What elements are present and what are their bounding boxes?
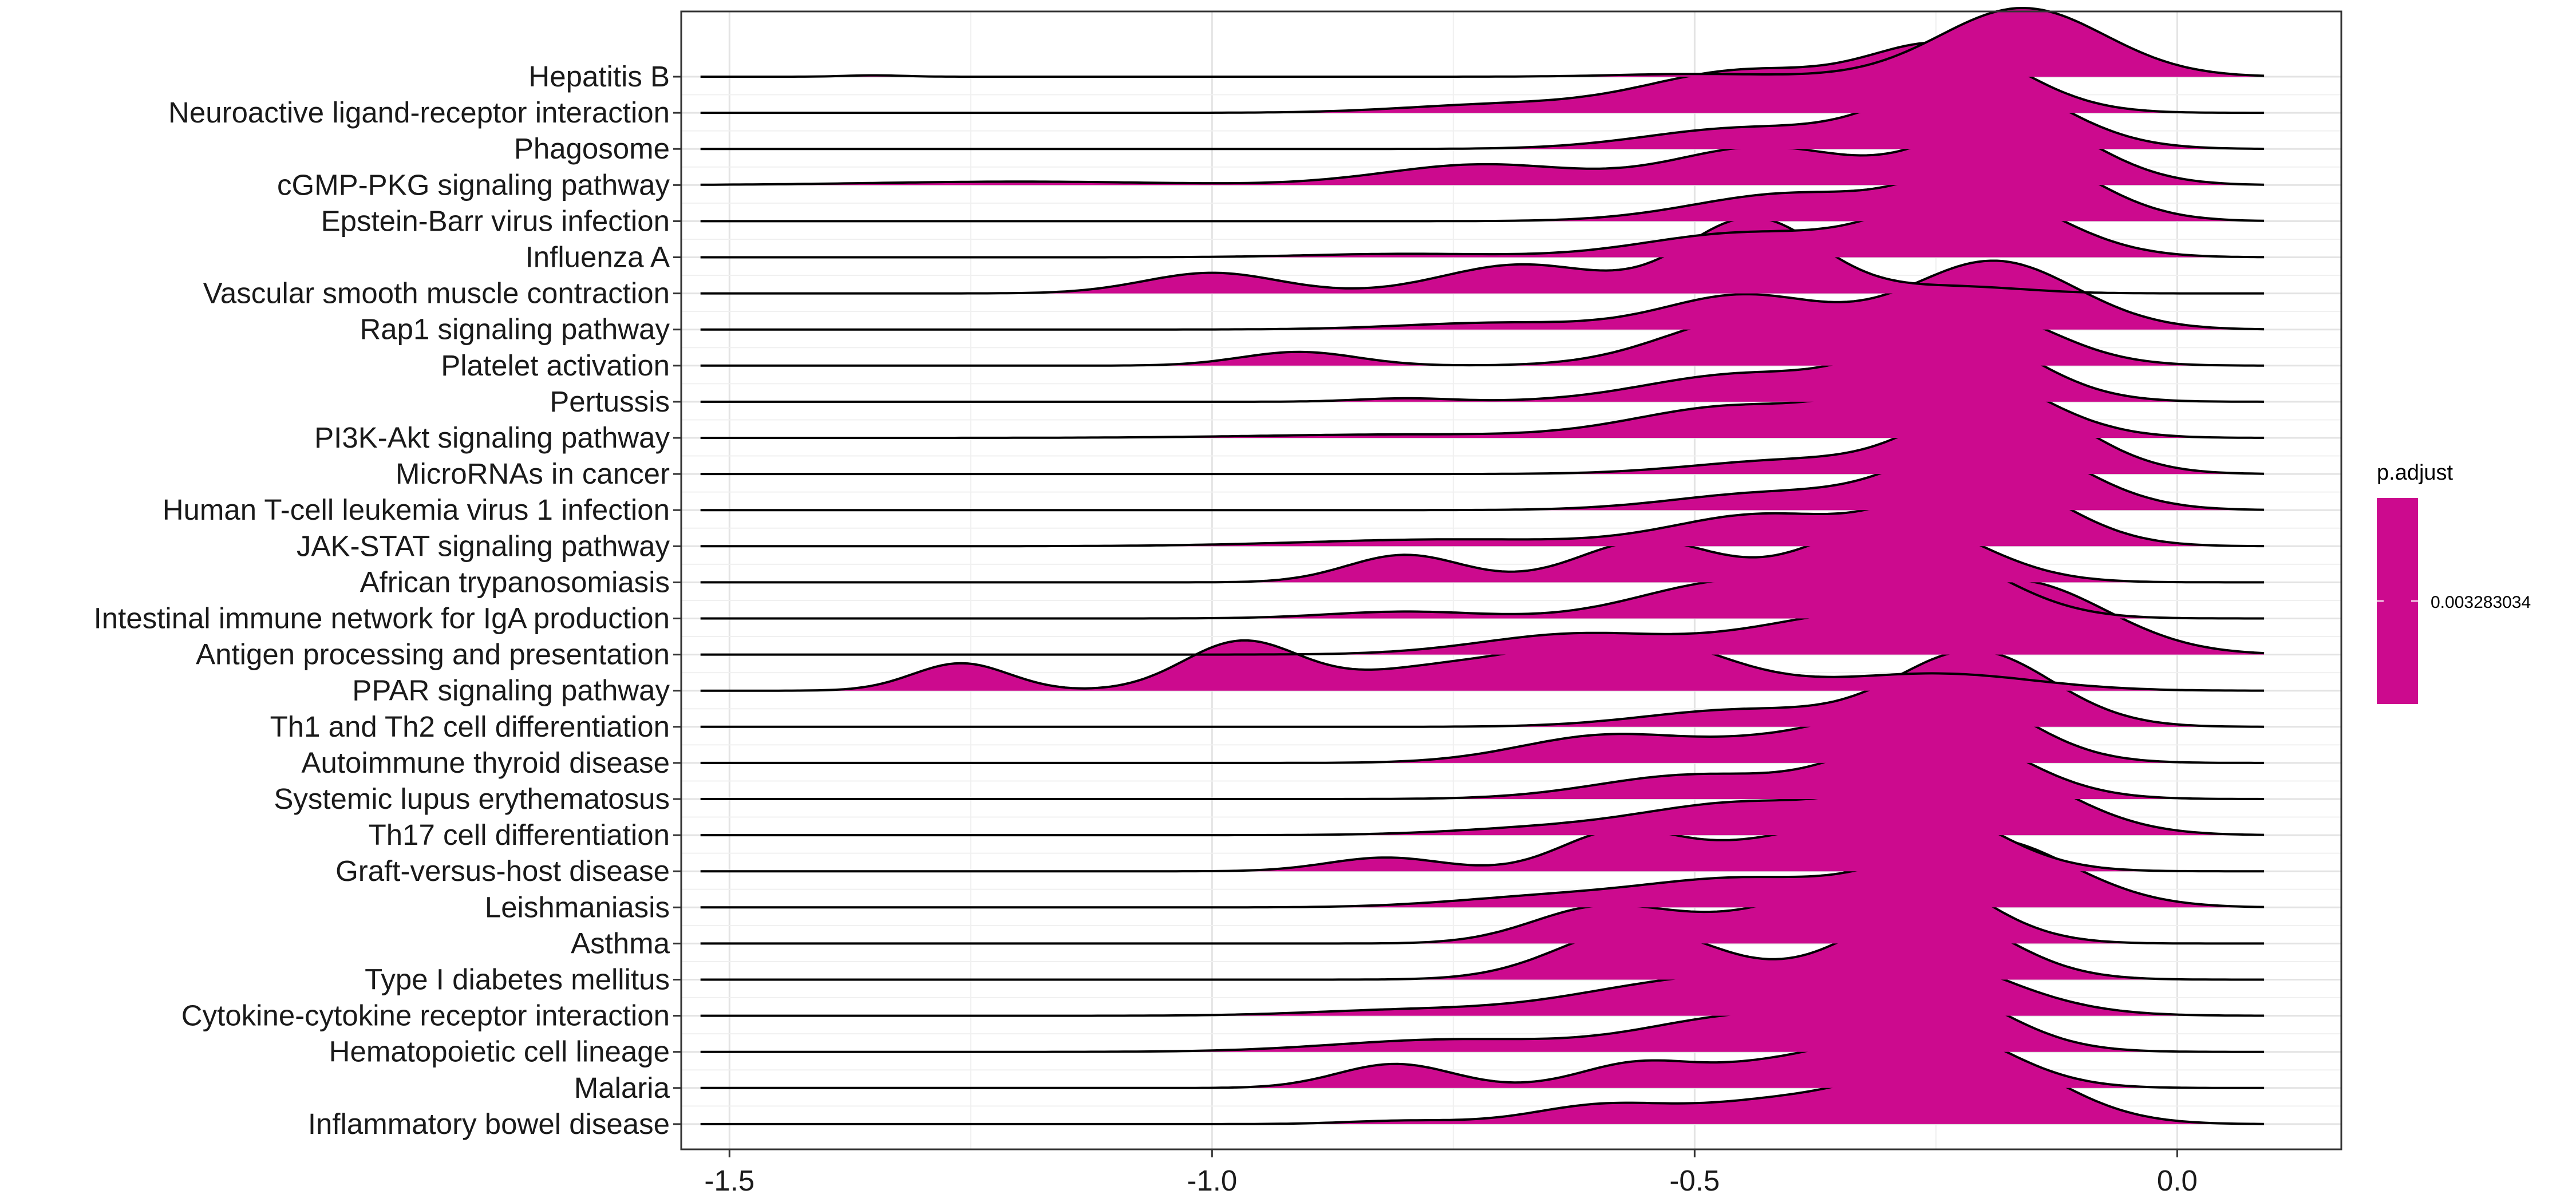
ridge-fill [700,191,2265,258]
y-tick-label: Rap1 signaling pathway [359,313,670,346]
y-tick-label: Asthma [571,927,670,959]
ridge-outline [700,7,2265,78]
ridge-fill [700,1051,2265,1124]
ridge-fill [700,309,2265,366]
legend-title: p.adjust [2377,461,2453,485]
y-tick-label: Antigen processing and presentation [196,638,670,671]
ridge-fill [700,437,2265,511]
y-tick-label: Th1 and Th2 cell differentiation [270,710,670,743]
ridge-outline [700,649,2265,728]
ridge-fill [700,150,2265,222]
ridges [700,7,2265,1125]
y-tick-label: Neuroactive ligand-receptor interaction [168,96,670,129]
y-tick-label: MicroRNAs in cancer [396,457,670,490]
ridge-outline [700,519,2265,584]
ridge [700,259,2265,331]
y-tick-label: Vascular smooth muscle contraction [203,277,670,310]
legend: p.adjust 0.003283034 [2377,461,2531,704]
y-tick-label: PPAR signaling pathway [352,674,670,707]
x-axis: -1.5 -1.0 -0.5 0.0 [704,1149,2198,1197]
y-tick-label: Leishmaniasis [485,891,670,923]
ridge-fill [700,650,2265,727]
x-tick-label: -1.0 [1187,1164,1237,1197]
ridge-fill [700,837,2265,908]
y-tick-label: PI3K-Akt signaling pathway [314,421,670,454]
ridge-fill [700,330,2265,402]
ridge-outline [700,633,2265,692]
y-tick-label: Th17 cell differentiation [369,819,670,851]
ridge-outline [700,860,2265,945]
y-tick-label: Platelet activation [441,349,670,382]
y-tick-label: cGMP-PKG signaling pathway [277,168,670,201]
y-tick-label: JAK-STAT signaling pathway [297,529,670,562]
ridge-fill [700,476,2265,547]
y-tick-label: Autoimmune thyroid disease [301,746,670,779]
y-tick-label: Cytokine-cytokine receptor interaction [181,999,670,1032]
y-tick-label: Epstein-Barr virus infection [321,204,670,237]
y-tick-label: Pertussis [550,385,670,418]
ridge-outline [700,216,2265,295]
panel-border [680,10,2342,1150]
legend-label: 0.003283034 [2431,593,2531,612]
ridge-fill [700,218,2265,294]
ridge-outline [700,259,2265,331]
y-tick-label: Hepatitis B [528,60,670,93]
y-tick-label: Type I diabetes mellitus [365,963,670,996]
ridge [700,633,2265,692]
x-tick-label: -1.5 [704,1164,754,1197]
x-tick-label: 0.0 [2157,1164,2198,1197]
ridge-fill [700,260,2265,330]
ridge-fill [700,761,2265,836]
y-tick-label: African trypanosomiasis [360,566,670,598]
y-tick-label: Phagosome [514,132,670,165]
y-tick-label: Graft-versus-host disease [335,855,670,887]
y-tick-label: Human T-cell leukemia virus 1 infection [163,493,670,526]
ridge-outline [700,801,2265,873]
y-tick-label: Malaria [574,1071,670,1104]
ridge [700,7,2265,78]
ridge [700,216,2265,295]
ridge-fill [700,397,2265,475]
ridge-fill [700,8,2265,77]
x-tick-label: -0.5 [1669,1164,1720,1197]
ridge-fill [700,579,2265,655]
y-tick-label: Systemic lupus erythematosus [274,782,670,815]
ridge-fill [700,366,2265,438]
ridge-fill [700,116,2265,185]
y-tick-label: Inflammatory bowel disease [308,1108,670,1140]
ridge-fill [700,42,2265,113]
y-tick-label: Hematopoietic cell lineage [329,1035,670,1068]
y-tick-label: Influenza A [526,241,670,274]
ridge-fill [700,76,2265,149]
y-tick-label: Intestinal immune network for IgA produc… [94,602,670,635]
ridge [700,649,2265,728]
